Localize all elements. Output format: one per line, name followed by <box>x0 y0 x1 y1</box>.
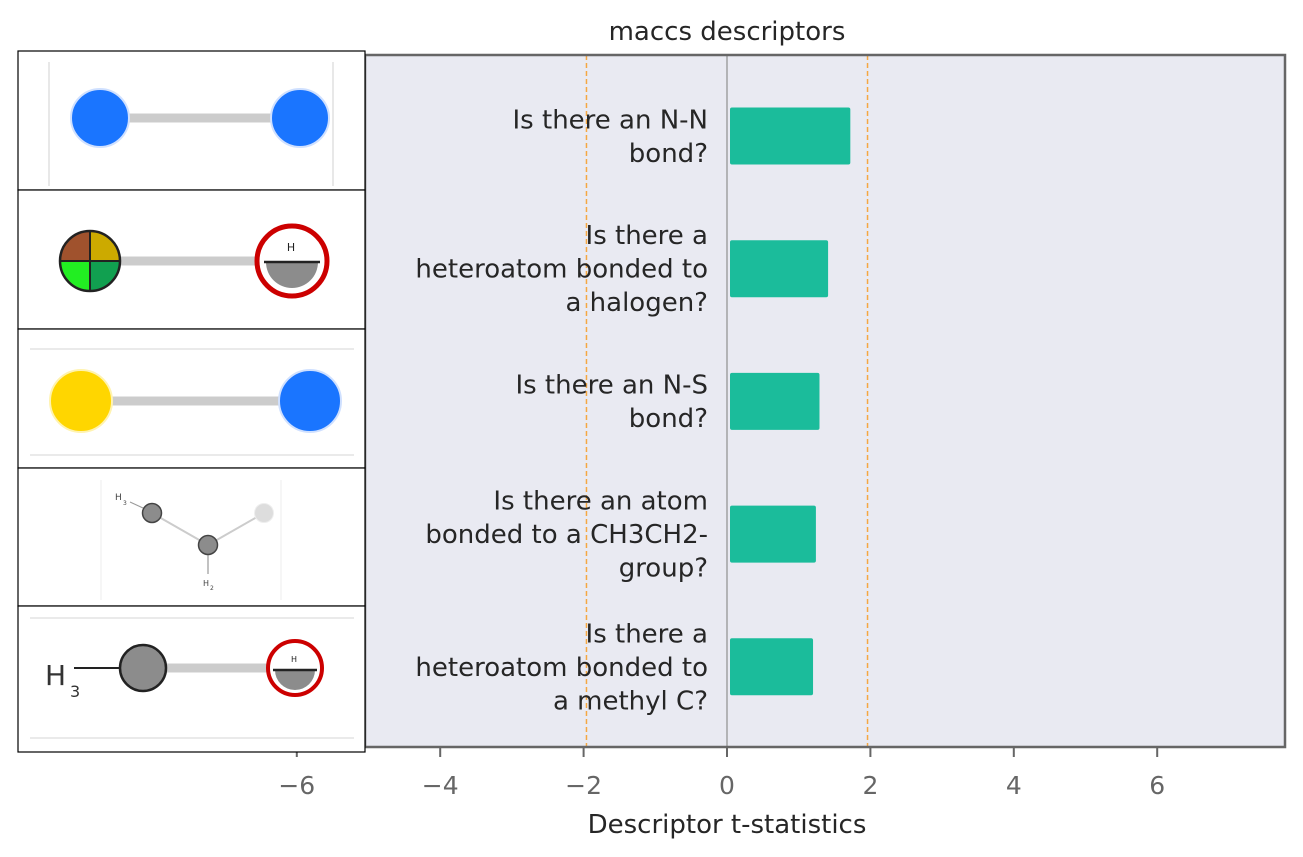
x-tick-label-0: −6 <box>278 771 315 800</box>
carbon-atom <box>118 643 168 693</box>
category-labels: Is there an N-N bond? Is there a heteroatom… <box>415 105 708 716</box>
sulfur-atom <box>49 369 113 433</box>
svg-text:H: H <box>291 655 297 664</box>
nitrogen-atom <box>70 88 130 148</box>
category-label-3-line-2: group? <box>619 554 708 584</box>
reference-lines <box>585 55 869 747</box>
x-axis-ticks: −6 −4 −2 0 2 4 6 <box>278 747 1165 800</box>
svg-text:2: 2 <box>210 585 214 592</box>
mol-image-ethyl: H 3 H 2 <box>17 467 366 607</box>
bar-2 <box>730 372 820 430</box>
bar-0 <box>730 107 851 165</box>
mol-image-methyl: H 3 H <box>17 605 366 753</box>
category-label-3-line-0: Is there an atom <box>493 487 708 517</box>
bar-1 <box>730 240 829 298</box>
svg-text:3: 3 <box>70 682 80 701</box>
nitrogen-atom <box>278 369 342 433</box>
x-tick-label-6: 6 <box>1149 771 1165 800</box>
nitrogen-atom <box>270 88 330 148</box>
x-tick-label-5: 4 <box>1006 771 1022 800</box>
category-label-0-line-0: Is there an N-N <box>513 105 708 135</box>
svg-text:H: H <box>45 659 66 692</box>
x-tick-label-4: 2 <box>862 771 878 800</box>
category-label-2-line-0: Is there an N-S <box>515 371 708 401</box>
category-label-4-line-2: a methyl C? <box>553 686 708 716</box>
substructure-image-panel: H H 3 H 2 <box>17 50 366 753</box>
category-label-3-line-1: bonded to a CH3CH2- <box>425 520 708 550</box>
mol-image-n-s <box>17 328 366 469</box>
category-label-1-line-1: heteroatom bonded to <box>415 255 708 285</box>
plot-area <box>365 55 1285 747</box>
category-label-4-line-0: Is there a <box>586 619 708 649</box>
svg-text:H: H <box>115 493 122 503</box>
bar-3 <box>730 505 816 563</box>
category-label-4-line-1: heteroatom bonded to <box>415 653 708 683</box>
x-tick-label-1: −4 <box>422 771 459 800</box>
mol-image-heteroatom-halogen: H <box>17 189 366 330</box>
mol-image-n-n <box>17 50 366 191</box>
svg-text:H: H <box>287 241 295 254</box>
bar-4 <box>730 638 814 696</box>
category-label-0-line-1: bond? <box>629 139 708 169</box>
x-tick-label-2: −2 <box>565 771 602 800</box>
category-label-2-line-1: bond? <box>629 404 708 434</box>
x-tick-label-3: 0 <box>719 771 735 800</box>
bars <box>730 107 851 696</box>
category-label-1-line-0: Is there a <box>586 221 708 251</box>
svg-text:3: 3 <box>123 500 127 507</box>
category-label-1-line-2: a halogen? <box>565 288 708 318</box>
svg-text:H: H <box>203 579 209 588</box>
chart-title: maccs descriptors <box>609 17 846 47</box>
x-axis-label: Descriptor t-statistics <box>588 810 867 840</box>
